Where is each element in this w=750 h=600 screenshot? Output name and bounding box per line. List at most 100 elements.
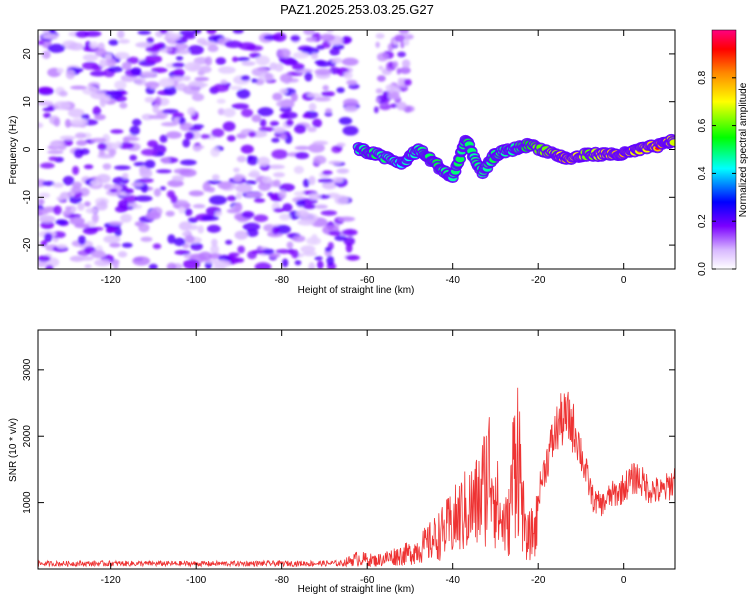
noise-blob <box>303 30 315 36</box>
noise-blob <box>233 167 240 173</box>
noise-blob <box>108 221 124 226</box>
noise-blob <box>158 77 175 88</box>
noise-blob <box>159 134 168 143</box>
noise-blob <box>145 46 161 53</box>
noise-blob <box>271 149 288 160</box>
noise-blob <box>165 210 175 217</box>
noise-blob <box>292 51 309 59</box>
noise-blob <box>135 42 153 48</box>
spectrogram-y-tick-label: -20 <box>22 237 33 252</box>
noise-blob <box>222 108 236 118</box>
colorbar-tick-label: 0.2 <box>697 214 708 228</box>
noise-blob <box>115 140 122 148</box>
noise-blob <box>308 143 325 153</box>
noise-blob <box>144 96 155 103</box>
noise-blob <box>38 260 47 268</box>
noise-blob <box>99 98 106 108</box>
noise-blob <box>126 56 140 64</box>
noise-blob <box>77 202 85 211</box>
noise-blob <box>334 195 349 205</box>
chart-title: PAZ1.2025.253.03.25.G27 <box>280 2 434 17</box>
noise-blob <box>144 159 156 169</box>
noise-blob <box>53 101 71 111</box>
noise-blob <box>375 98 381 103</box>
noise-blob <box>193 145 205 150</box>
spectrogram-y-tick-label: 20 <box>22 48 33 60</box>
noise-blob <box>110 129 124 134</box>
noise-blob <box>273 207 285 213</box>
noise-blob <box>162 108 179 114</box>
noise-blob <box>375 33 385 39</box>
noise-blob <box>139 168 153 179</box>
noise-blob <box>338 117 353 125</box>
colorbar-gradient <box>711 29 737 270</box>
spectrogram-x-tick-label: -80 <box>274 275 289 286</box>
noise-blob <box>235 192 243 200</box>
colorbar-tick-label: 0.6 <box>697 118 708 132</box>
noise-blob <box>42 33 59 40</box>
noise-blob <box>313 155 327 165</box>
noise-blob <box>48 156 59 162</box>
noise-blob <box>328 230 342 236</box>
noise-blob <box>174 250 191 256</box>
noise-blob <box>59 90 68 97</box>
noise-blob <box>321 181 337 190</box>
noise-blob <box>213 83 230 93</box>
noise-blob <box>188 190 204 197</box>
noise-blob <box>238 42 256 51</box>
noise-blob <box>226 135 236 142</box>
noise-blob <box>304 71 313 82</box>
noise-blob <box>290 34 301 42</box>
noise-blob <box>160 122 178 127</box>
noise-blob <box>208 35 221 43</box>
noise-blob <box>317 178 334 183</box>
noise-blob <box>396 67 401 75</box>
noise-blob <box>64 118 72 128</box>
noise-blob <box>397 51 406 58</box>
noise-blob <box>38 86 53 94</box>
noise-blob <box>152 104 160 114</box>
noise-blob <box>399 66 411 75</box>
noise-blob <box>319 33 335 42</box>
noise-blob <box>314 68 332 76</box>
noise-blob <box>56 67 64 74</box>
noise-blob <box>211 174 220 181</box>
noise-blob <box>376 75 386 82</box>
noise-blob <box>119 102 128 109</box>
noise-blob <box>130 67 142 76</box>
noise-blob <box>75 140 88 146</box>
noise-blob <box>204 56 213 66</box>
noise-blob <box>38 255 51 262</box>
noise-blob <box>302 178 310 188</box>
noise-blob <box>141 113 154 121</box>
noise-blob <box>150 85 158 90</box>
noise-blob <box>122 136 140 142</box>
noise-blob <box>198 251 212 261</box>
noise-blob <box>117 199 129 210</box>
noise-blob <box>336 168 350 174</box>
noise-blob <box>220 79 228 85</box>
spectrogram-y-tick-label: 0 <box>22 146 33 152</box>
noise-blob <box>225 239 233 245</box>
noise-blob <box>70 118 88 126</box>
noise-blob <box>392 60 399 68</box>
noise-blob <box>343 105 358 113</box>
noise-blob <box>120 213 132 223</box>
noise-blob <box>216 98 226 104</box>
noise-blob <box>294 145 311 151</box>
snr-y-tick-label: 1000 <box>22 491 33 514</box>
noise-blob <box>42 180 55 187</box>
colorbar: 0.0 0.2 0.4 0.6 0.8 Normalized spectral ampl… <box>697 29 749 276</box>
noise-blob <box>190 242 203 251</box>
noise-blob <box>274 63 284 72</box>
noise-blob <box>107 66 123 73</box>
noise-blob <box>38 198 45 206</box>
noise-blob <box>187 107 196 116</box>
noise-blob <box>99 58 108 68</box>
noise-blob <box>91 213 99 224</box>
noise-blob <box>40 162 55 169</box>
noise-blob <box>400 41 405 49</box>
noise-blob <box>280 133 287 140</box>
spectrogram-x-tick-label: 0 <box>621 275 627 286</box>
